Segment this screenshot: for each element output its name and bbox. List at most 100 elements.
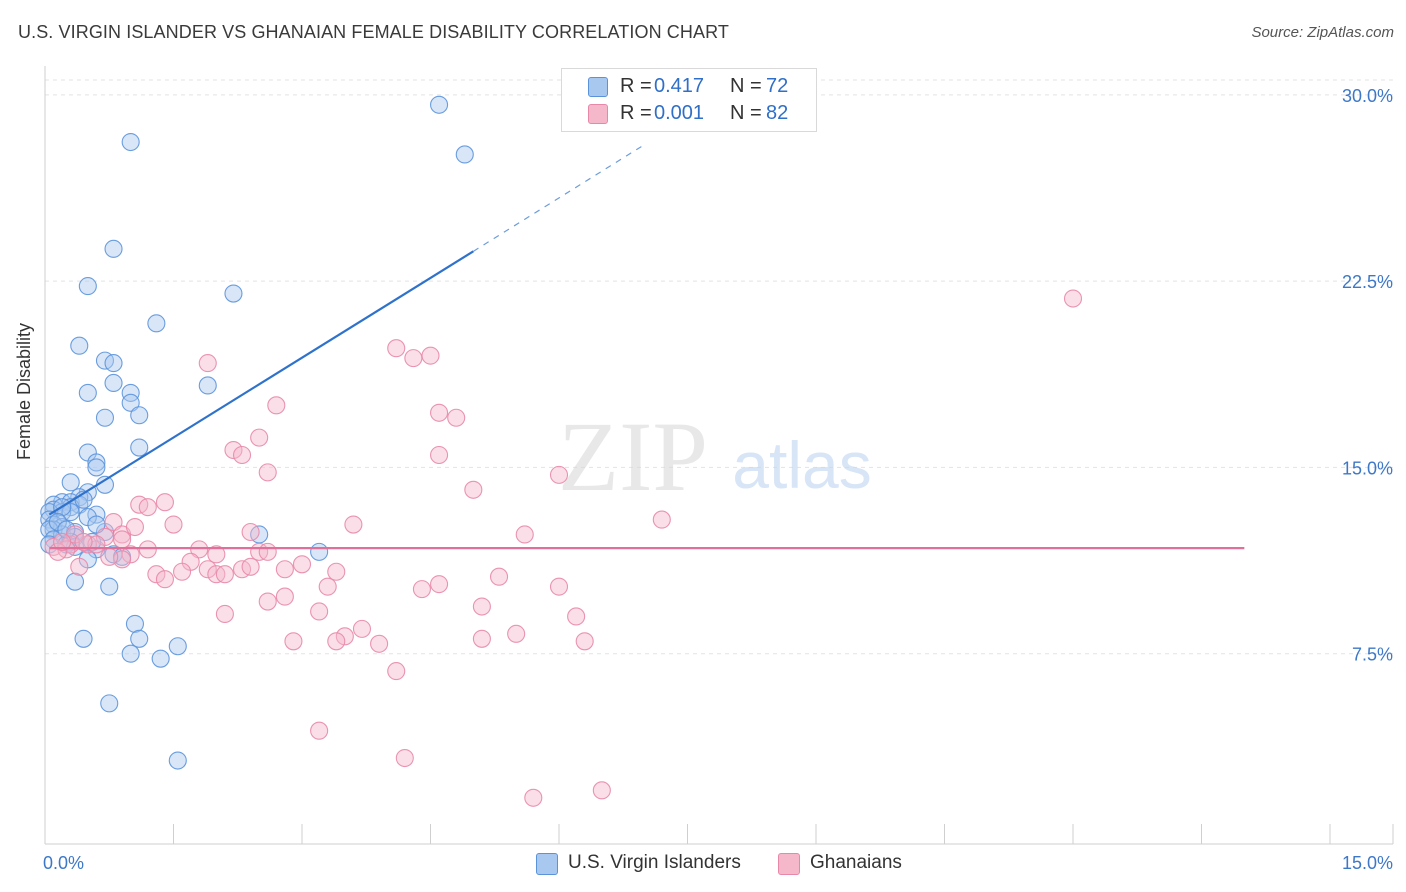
r-value: 0.001 <box>654 102 705 124</box>
point-virgin-islanders <box>310 542 329 561</box>
points-layer <box>40 95 1083 807</box>
point-ghanaians <box>549 577 569 596</box>
stats-swatch-ghanaians <box>588 104 608 124</box>
point-ghanaians <box>104 513 123 532</box>
point-ghanaians <box>113 530 132 549</box>
point-virgin-islanders <box>87 458 106 477</box>
point-ghanaians <box>53 532 72 551</box>
tick-label-layer: 7.5% 15.0% 22.5% 30.0% 0.0% 15.0% <box>43 86 1393 873</box>
point-virgin-islanders <box>78 383 97 402</box>
source-label: Source: ZipAtlas.com <box>1251 24 1394 41</box>
point-ghanaians <box>421 346 440 365</box>
point-virgin-islanders <box>100 694 119 713</box>
point-virgin-islanders <box>78 277 97 296</box>
point-ghanaians <box>310 602 329 621</box>
point-virgin-islanders <box>130 629 149 648</box>
point-ghanaians <box>100 547 119 566</box>
point-ghanaians <box>464 480 483 499</box>
point-ghanaians <box>549 465 569 484</box>
point-ghanaians <box>370 634 389 653</box>
point-ghanaians <box>241 557 260 576</box>
point-ghanaians <box>310 721 329 740</box>
point-ghanaians <box>430 445 449 465</box>
point-ghanaians <box>258 592 277 611</box>
point-ghanaians <box>430 403 449 422</box>
trend-layer <box>48 144 1245 550</box>
n-label: N = <box>730 102 762 124</box>
point-ghanaians <box>1063 289 1083 308</box>
point-ghanaians <box>70 557 89 576</box>
point-virgin-islanders <box>61 473 80 492</box>
point-virgin-islanders <box>70 336 89 355</box>
point-virgin-islanders <box>121 132 140 152</box>
point-ghanaians <box>121 545 140 564</box>
point-ghanaians <box>524 788 543 807</box>
point-ghanaians <box>412 580 431 599</box>
r-value: 0.417 <box>654 75 705 97</box>
point-ghanaians <box>232 445 252 465</box>
point-ghanaians <box>430 575 449 594</box>
point-ghanaians <box>125 517 144 537</box>
point-ghanaians <box>275 560 294 579</box>
n-value: 72 <box>766 75 789 97</box>
point-ghanaians <box>592 781 611 800</box>
point-virgin-islanders <box>168 751 187 770</box>
y-tick-label: 15.0% <box>1342 458 1393 478</box>
point-virgin-islanders <box>121 644 140 663</box>
point-virgin-islanders <box>74 629 93 648</box>
watermark-zip: ZIP <box>558 401 708 512</box>
point-virgin-islanders <box>198 376 217 395</box>
point-ghanaians <box>567 607 586 626</box>
point-ghanaians <box>224 440 243 460</box>
point-ghanaians <box>258 463 277 482</box>
point-ghanaians <box>489 567 509 586</box>
point-ghanaians <box>198 560 217 579</box>
point-ghanaians <box>173 562 192 581</box>
point-virgin-islanders <box>95 408 115 427</box>
point-ghanaians <box>652 510 671 529</box>
point-virgin-islanders <box>125 614 144 633</box>
point-ghanaians <box>258 542 277 561</box>
point-ghanaians <box>292 555 312 574</box>
legend-swatch-ghanaians <box>778 853 800 875</box>
point-ghanaians <box>575 632 594 651</box>
point-ghanaians <box>447 408 466 427</box>
point-virgin-islanders <box>104 354 123 373</box>
y-tick-label: 7.5% <box>1352 645 1393 665</box>
point-ghanaians <box>275 587 294 606</box>
point-ghanaians <box>335 627 354 646</box>
trendline-virgin-islanders <box>48 250 474 516</box>
y-tick-label: 30.0% <box>1342 86 1393 106</box>
r-label: R = <box>620 75 652 97</box>
y-axis-label: Female Disability <box>14 322 34 460</box>
point-virgin-islanders <box>104 373 123 393</box>
point-ghanaians <box>352 619 372 638</box>
point-ghanaians <box>515 525 534 544</box>
stats-box: R = 0.417 N = 72 R = 0.001 N = 82 <box>561 68 817 132</box>
point-virgin-islanders <box>130 406 149 425</box>
point-virgin-islanders <box>100 577 119 596</box>
point-ghanaians <box>190 540 209 559</box>
point-virgin-islanders <box>430 95 449 114</box>
point-virgin-islanders <box>65 572 85 591</box>
n-value: 82 <box>766 102 789 124</box>
point-ghanaians <box>327 562 346 581</box>
point-ghanaians <box>387 339 406 358</box>
point-virgin-islanders <box>130 438 149 457</box>
point-virgin-islanders <box>224 284 243 303</box>
point-ghanaians <box>472 597 491 616</box>
point-ghanaians <box>215 604 234 624</box>
point-ghanaians <box>164 515 183 534</box>
point-virgin-islanders <box>168 637 187 656</box>
point-virgin-islanders <box>61 503 80 522</box>
point-virgin-islanders <box>121 383 140 402</box>
chart-title: U.S. VIRGIN ISLANDER VS GHANAIAN FEMALE … <box>18 22 729 42</box>
point-ghanaians <box>267 396 286 415</box>
point-ghanaians <box>344 515 363 534</box>
point-ghanaians <box>138 498 157 517</box>
watermark: ZIP atlas <box>558 401 872 512</box>
legend-label: Ghanaians <box>810 852 902 873</box>
x-tick-label-max: 15.0% <box>1342 853 1393 873</box>
point-ghanaians <box>284 632 303 651</box>
